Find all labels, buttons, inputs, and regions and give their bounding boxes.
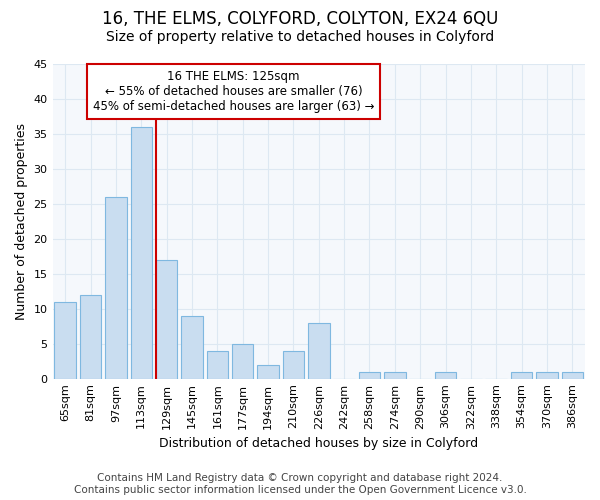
Text: Size of property relative to detached houses in Colyford: Size of property relative to detached ho… <box>106 30 494 44</box>
Bar <box>283 350 304 378</box>
Text: 16, THE ELMS, COLYFORD, COLYTON, EX24 6QU: 16, THE ELMS, COLYFORD, COLYTON, EX24 6Q… <box>102 10 498 28</box>
Bar <box>511 372 532 378</box>
Bar <box>257 364 279 378</box>
Bar <box>359 372 380 378</box>
Bar <box>308 322 329 378</box>
Bar <box>181 316 203 378</box>
Text: 16 THE ELMS: 125sqm
← 55% of detached houses are smaller (76)
45% of semi-detach: 16 THE ELMS: 125sqm ← 55% of detached ho… <box>93 70 374 114</box>
Text: Contains HM Land Registry data © Crown copyright and database right 2024.
Contai: Contains HM Land Registry data © Crown c… <box>74 474 526 495</box>
Bar <box>206 350 228 378</box>
Bar <box>232 344 253 378</box>
Bar <box>384 372 406 378</box>
Bar <box>131 127 152 378</box>
Bar <box>55 302 76 378</box>
Bar <box>156 260 178 378</box>
Bar <box>562 372 583 378</box>
Bar <box>435 372 457 378</box>
Bar <box>80 295 101 378</box>
Bar <box>105 197 127 378</box>
Y-axis label: Number of detached properties: Number of detached properties <box>15 123 28 320</box>
Bar <box>536 372 558 378</box>
X-axis label: Distribution of detached houses by size in Colyford: Distribution of detached houses by size … <box>159 437 478 450</box>
